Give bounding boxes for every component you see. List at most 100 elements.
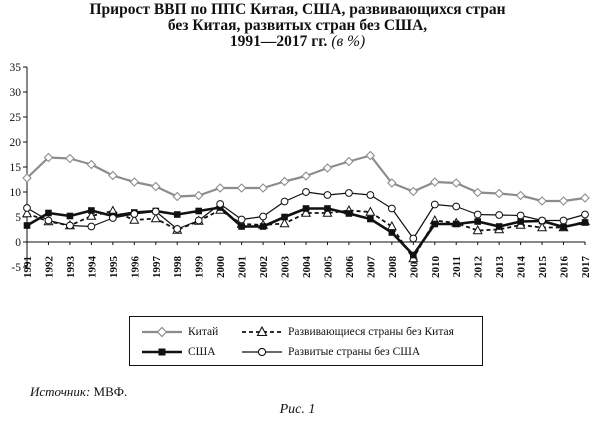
- x-tick-label: 2001: [237, 256, 249, 278]
- y-tick-label: 15: [10, 162, 22, 174]
- data-point-circle: [44, 216, 53, 225]
- data-point-diamond: [472, 187, 483, 198]
- data-point-diamond: [43, 152, 54, 163]
- data-point-diamond: [365, 150, 376, 161]
- title-line-3: 1991—2017 гг. (в %): [0, 34, 595, 50]
- x-tick-label: 2007: [365, 256, 377, 279]
- x-tick-label: 1994: [86, 256, 98, 279]
- data-point-square: [45, 209, 52, 217]
- data-point-diamond: [580, 193, 590, 203]
- y-tick-label: 20: [10, 137, 22, 149]
- data-point-circle: [559, 216, 568, 225]
- data-point-triangle: [279, 217, 290, 228]
- source-note: Источник: МВФ.: [30, 384, 127, 400]
- data-point-square: [195, 207, 202, 215]
- legend-marker-diamond-icon: [142, 326, 182, 338]
- data-point-circle: [409, 234, 418, 243]
- data-point-square: [66, 212, 74, 220]
- data-point-square: [517, 218, 524, 225]
- x-tick-label: 2008: [387, 256, 399, 279]
- data-point-circle: [237, 215, 246, 224]
- legend-marker-triangle-icon: [242, 325, 282, 337]
- data-point-circle: [194, 216, 203, 225]
- source-label: Источник:: [30, 384, 91, 399]
- data-point-circle: [151, 207, 160, 216]
- x-tick-label: 2014: [516, 256, 528, 279]
- title-line-1: Прирост ВВП по ППС Китая, США, развивающ…: [89, 1, 506, 18]
- data-point-square: [302, 205, 310, 212]
- chart-series: [21, 150, 591, 263]
- x-tick-label: 1996: [129, 256, 141, 279]
- x-tick-label: 2013: [494, 256, 506, 279]
- data-point-triangle: [129, 214, 140, 224]
- x-tick-label: 2004: [301, 256, 313, 279]
- legend-marker-square-icon: [142, 348, 182, 356]
- x-tick-label: 2000: [215, 256, 227, 279]
- data-point-square: [23, 222, 31, 229]
- data-point-triangle: [322, 207, 333, 217]
- data-point-diamond: [86, 159, 97, 170]
- data-point-circle: [366, 191, 375, 199]
- data-point-diamond: [494, 188, 504, 199]
- data-point-circle: [302, 188, 310, 196]
- data-point-diamond: [451, 178, 462, 188]
- data-point-diamond: [344, 156, 354, 167]
- title-line-2: без Китая, развитых стран без США,: [167, 17, 428, 34]
- title-years: 1991—2017 гг.: [229, 33, 328, 50]
- data-point-diamond: [279, 176, 290, 187]
- x-tick-label: 1991: [22, 256, 34, 278]
- data-point-triangle: [150, 212, 161, 223]
- y-tick-label: -5: [11, 262, 21, 274]
- data-point-diamond: [215, 183, 225, 193]
- data-point-square: [560, 223, 567, 231]
- x-tick-label: 2003: [280, 256, 292, 279]
- chart-axes: -5 0 5 10 15 20 25 30 35 1991 1992 1993 1994 1995 1996…: [10, 62, 593, 278]
- data-point-circle: [581, 210, 589, 219]
- x-tick-label: 2016: [559, 256, 571, 279]
- data-point-circle: [259, 212, 267, 221]
- data-point-circle: [87, 222, 96, 231]
- title-unit: (в %): [331, 33, 366, 50]
- data-point-square: [431, 220, 439, 228]
- y-tick-label: 0: [15, 237, 21, 249]
- data-point-diamond: [22, 173, 32, 183]
- x-tick-label: 1995: [108, 256, 120, 279]
- chart-legend: Китай Развивающиеся страны без Китая США…: [129, 316, 483, 366]
- data-point-circle: [452, 202, 461, 211]
- data-point-circle: [108, 214, 117, 222]
- data-point-diamond: [558, 196, 569, 206]
- data-point-circle: [345, 189, 353, 197]
- data-point-diamond: [408, 186, 419, 197]
- data-point-circle: [23, 204, 31, 212]
- y-tick-label: 35: [10, 62, 22, 74]
- data-point-diamond: [108, 170, 118, 181]
- data-point-diamond: [301, 171, 311, 181]
- data-point-circle: [516, 211, 525, 220]
- data-point-circle: [430, 200, 439, 209]
- figure-caption: Рис. 1: [279, 402, 316, 417]
- legend-label-developed: Развитые страны без США: [288, 346, 421, 358]
- x-tick-label: 2005: [322, 256, 334, 279]
- chart-title: Прирост ВВП по ППС Китая, США, развивающ…: [0, 2, 595, 50]
- x-tick-label: 1997: [151, 256, 163, 279]
- data-point-diamond: [172, 191, 183, 202]
- data-point-square: [452, 220, 460, 228]
- data-point-circle: [130, 210, 139, 218]
- data-point-diamond: [129, 177, 140, 187]
- data-point-square: [88, 207, 95, 214]
- data-point-diamond: [537, 196, 547, 206]
- legend-label-usa: США: [188, 346, 216, 358]
- line-chart: -5 0 5 10 15 20 25 30 35 1991 1992 1993 1994 1995 1996…: [10, 62, 593, 278]
- y-tick-label: 25: [10, 112, 22, 124]
- data-point-diamond: [322, 163, 333, 173]
- data-point-circle: [473, 210, 482, 219]
- data-point-square: [281, 213, 288, 221]
- data-point-square: [581, 219, 589, 226]
- x-tick-label: 2010: [430, 256, 442, 279]
- data-point-square: [238, 223, 245, 230]
- legend-label-china: Китай: [188, 326, 219, 338]
- data-point-square: [345, 210, 353, 217]
- data-point-diamond: [193, 190, 204, 201]
- x-tick-label: 2002: [258, 256, 270, 279]
- data-point-triangle: [472, 224, 483, 235]
